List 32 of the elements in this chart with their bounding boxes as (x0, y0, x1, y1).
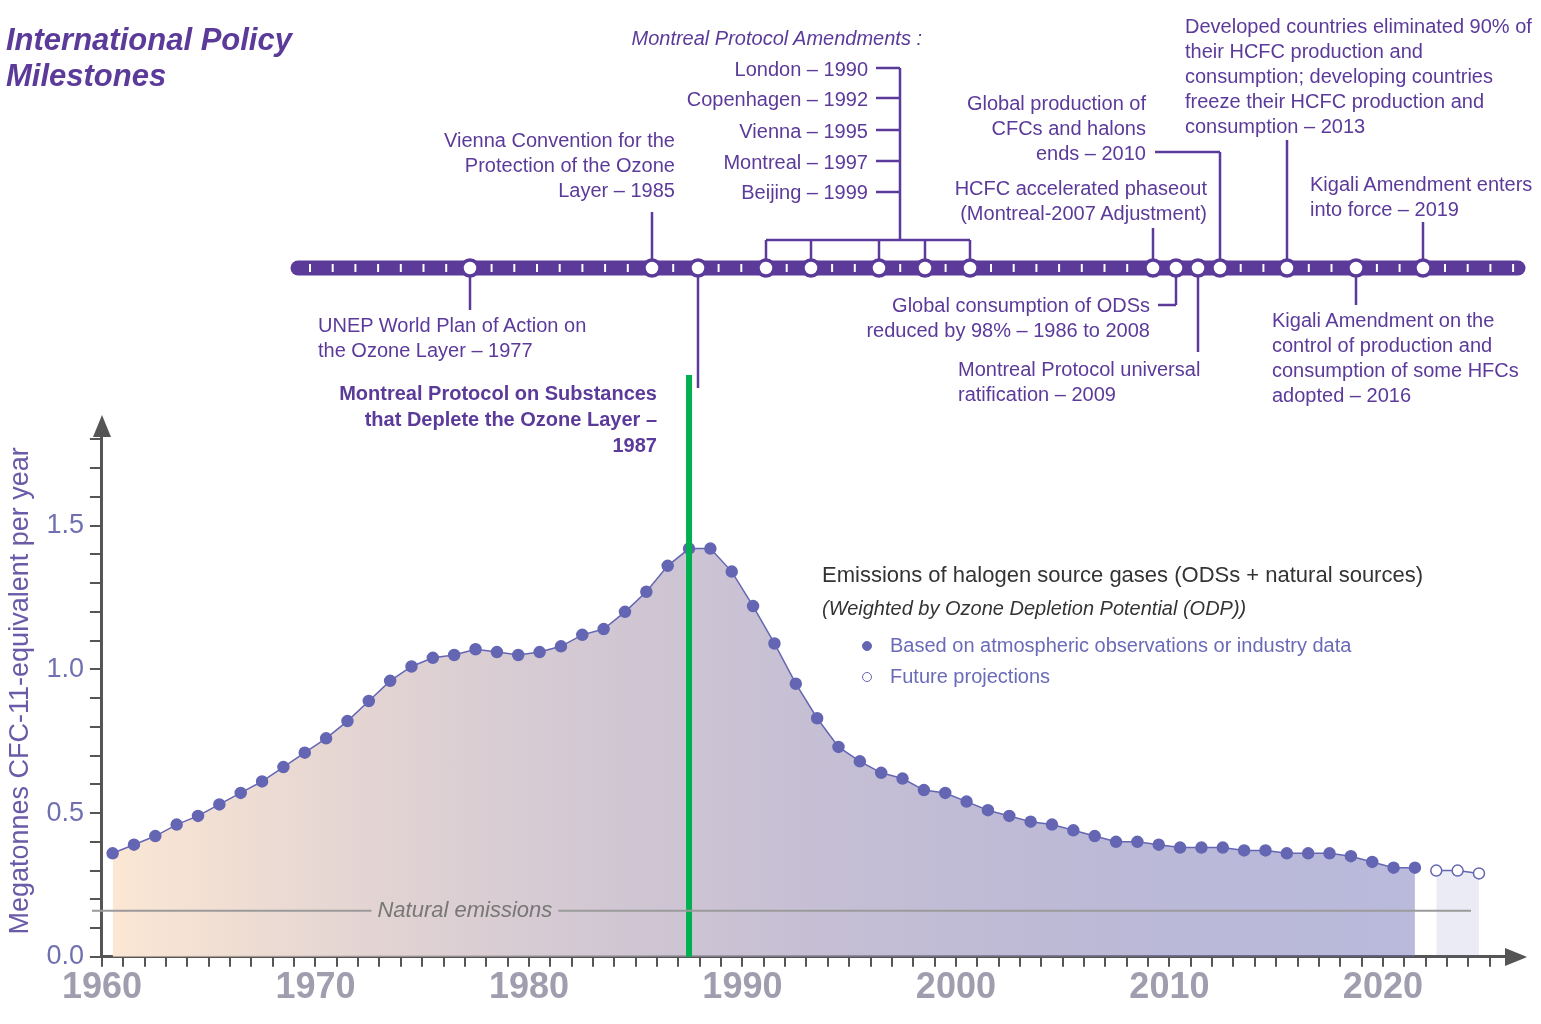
text: Vienna Convention for the Protection of the Ozone Layer – 1985 (443, 128, 675, 203)
text: Copenhagen – 1992 (685, 87, 868, 112)
x-tick-label: 1980 (488, 965, 569, 1007)
text: Montreal – 1997 (723, 151, 868, 173)
legend-label: Based on atmospheric observations or industry data (890, 634, 1352, 657)
text: UNEP World Plan of Action on the Ozone Layer – 1977 (318, 313, 588, 363)
x-tick-label: 1970 (275, 965, 356, 1007)
ref-line-label: Montreal Protocol on Substances that Deplete the Ozone Layer – 1987 (338, 381, 657, 458)
text: Montreal Protocol universal ratification – 2009 (958, 357, 1202, 407)
text: Vienna – 1995 (739, 120, 868, 142)
text: Global consumption of ODSs reduced by 98% – 1986 to 2008 (865, 293, 1150, 343)
x-tick-label: 1990 (702, 965, 783, 1007)
y-axis-title: Megatonnes CFC-11-equivalent per year (3, 447, 34, 935)
legend-title: Emissions of halogen source gases (ODSs + natural sources) (822, 562, 1424, 588)
text: HCFC accelerated phaseout (Montreal-2007 Adjustment) (953, 176, 1207, 226)
x-tick-label: 2020 (1342, 965, 1423, 1007)
text: Kigali Amendment enters into force – 2019 (1310, 172, 1534, 222)
x-tick-label: 2000 (915, 965, 996, 1007)
y-tick-label: 1.0 (46, 652, 84, 683)
text: Global production of CFCs and halons ends – 2010 (966, 91, 1146, 166)
ref-line-label: Natural emissions (377, 896, 553, 922)
text: Beijing – 1999 (741, 181, 868, 203)
text: Montreal Protocol Amendments : (630, 26, 922, 51)
annotation: (Weighted by Ozone Depletion Potential (ODP)) (822, 596, 1248, 621)
y-tick-label: 0.5 (46, 796, 84, 827)
text: London – 1990 (733, 57, 868, 82)
legend-label: Future projections (890, 665, 1051, 688)
y-tick-label: 1.5 (46, 509, 84, 540)
x-tick-label: 2010 (1129, 965, 1210, 1007)
text: Developed countries eliminated 90% of their HCFC production and consumption; developing countries freeze their HCFC production and consumption – 2013 (1185, 14, 1533, 139)
chart-title: International Policy Milestones (6, 22, 294, 94)
text: Kigali Amendment on the control of production and consumption of some HFCs adopted – 2016 (1272, 308, 1520, 408)
